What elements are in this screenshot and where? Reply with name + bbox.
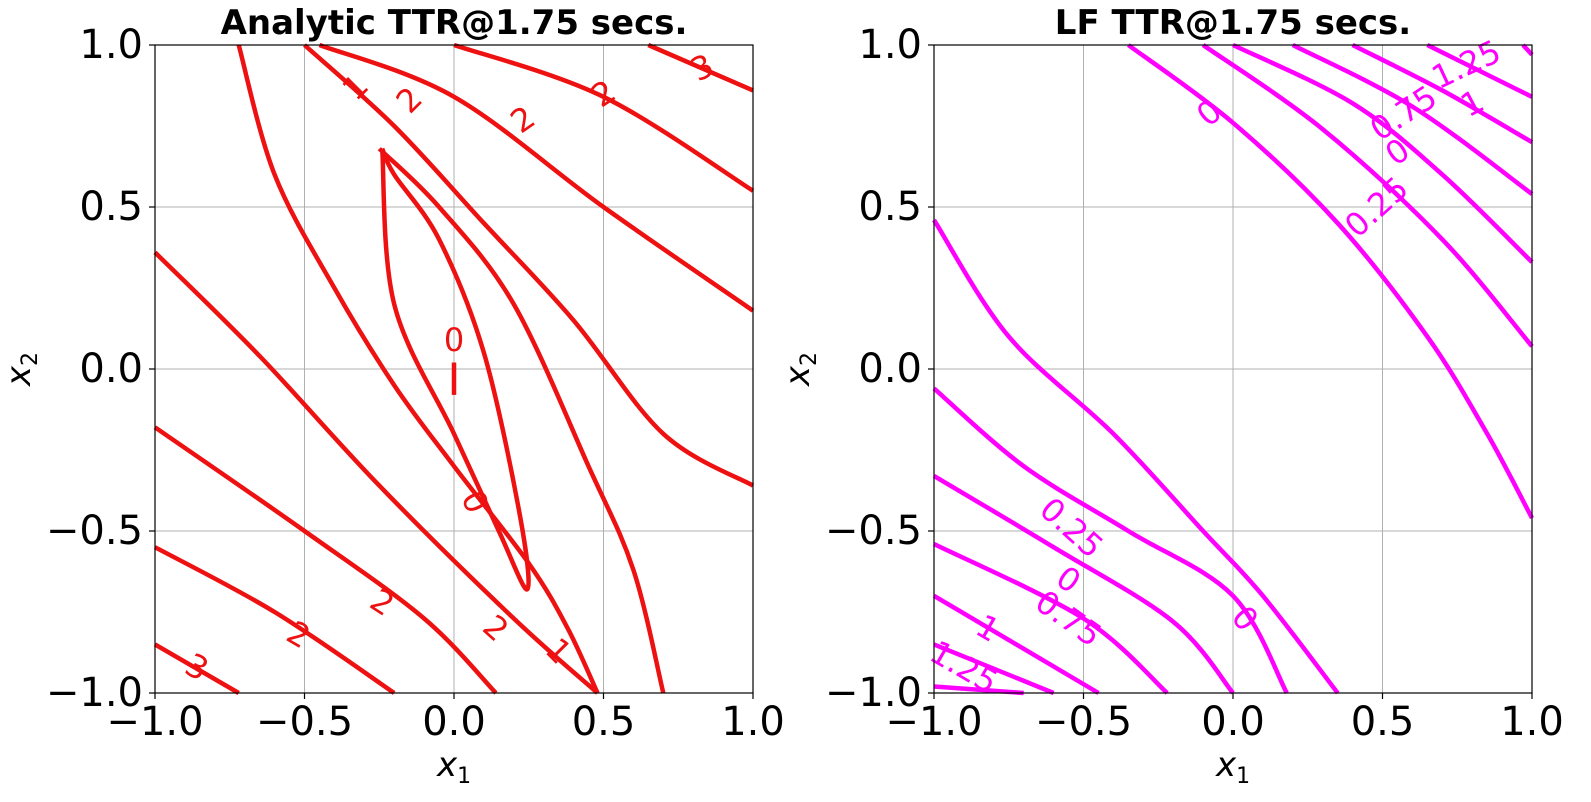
y-tick-label: 1.0	[79, 22, 143, 68]
contour-line	[153, 250, 599, 695]
contour-line	[1351, 42, 1534, 145]
contour-line	[377, 147, 666, 694]
contour-line	[1201, 43, 1534, 348]
contour-line	[318, 42, 755, 313]
contour-line	[153, 545, 396, 695]
x-tick-label: 0.5	[1351, 699, 1415, 745]
y-tick-label: 1.0	[858, 22, 922, 68]
x-tick-label: 0.0	[1201, 699, 1265, 745]
y-tick-label: 0.0	[79, 346, 143, 392]
y-axis-label-subscript: 2	[18, 352, 43, 366]
contour-line	[1291, 43, 1534, 196]
y-tick-label: −0.5	[46, 508, 143, 554]
x-axis-label: x1	[1215, 745, 1250, 789]
contour-line	[153, 642, 240, 695]
contour-line	[302, 43, 755, 488]
y-tick-label: 0.5	[858, 184, 922, 230]
x-tick-label: −0.5	[256, 699, 353, 745]
contour-line	[933, 684, 1024, 696]
y-tick-label: −1.0	[46, 670, 143, 716]
contour-label: 0	[444, 321, 464, 359]
y-tick-label: 0.0	[858, 346, 922, 392]
contour-label: 3	[685, 46, 720, 89]
y-axis-label: x2	[778, 352, 822, 387]
x-axis-label-subscript: 1	[457, 764, 471, 789]
y-axis-label-subscript: 2	[797, 352, 822, 366]
contour-line	[932, 541, 1169, 695]
contour-label: 3	[179, 646, 215, 689]
x-tick-label: −1.0	[885, 699, 982, 745]
contour-line	[1232, 42, 1534, 264]
contour-line	[1521, 43, 1534, 57]
chart-title: Analytic TTR@1.75 secs.	[221, 3, 688, 43]
x-tick-label: 1.0	[1500, 699, 1564, 745]
contour-line	[932, 593, 1100, 695]
contour-line	[932, 473, 1235, 695]
contour-label: 2	[363, 581, 401, 624]
contour-line	[1126, 43, 1534, 520]
x-tick-label: 0.5	[572, 699, 636, 745]
contour-line	[1426, 42, 1533, 99]
x-tick-label: −1.0	[106, 699, 203, 745]
y-tick-label: 0.5	[79, 184, 143, 230]
chart-title: LF TTR@1.75 secs.	[1055, 3, 1411, 43]
contour-label: 0.25	[1032, 490, 1110, 566]
contour-line	[236, 44, 600, 694]
contour-line	[453, 42, 755, 193]
y-axis-label: x2	[0, 352, 43, 387]
contour-line	[933, 642, 1055, 696]
contour-label: 2	[585, 72, 623, 115]
contour-line	[379, 147, 531, 592]
x-tick-label: 1.0	[721, 699, 785, 745]
contour-line	[153, 425, 498, 695]
contour-label: 2	[389, 79, 430, 120]
x-tick-label: 0.0	[422, 699, 486, 745]
contour-label: 1	[970, 607, 1007, 650]
x-axis-label: x1	[436, 745, 471, 789]
contour-line	[932, 386, 1289, 695]
contour-line	[647, 42, 754, 93]
contour-line	[932, 218, 1340, 695]
y-tick-label: −0.5	[825, 508, 922, 554]
x-tick-label: −0.5	[1035, 699, 1132, 745]
x-axis-label-subscript: 1	[1236, 764, 1250, 789]
y-tick-label: −1.0	[825, 670, 922, 716]
